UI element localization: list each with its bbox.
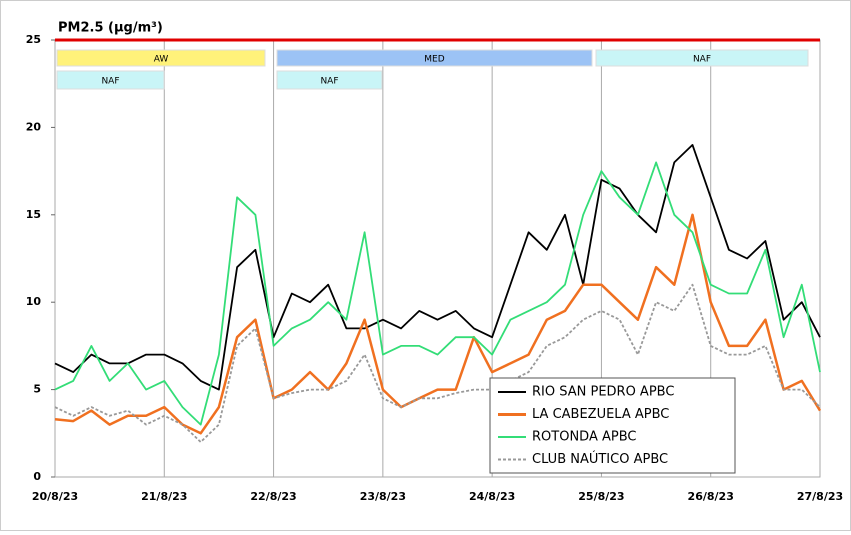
annotation-label: AW	[154, 55, 169, 65]
y-tick-label: 15	[26, 208, 41, 221]
y-tick-label: 25	[26, 33, 41, 46]
series-line	[54, 283, 821, 443]
legend-label: LA CABEZUELA APBC	[532, 407, 669, 422]
y-tick-label: 5	[33, 383, 41, 396]
y-tick-label: 20	[26, 120, 42, 133]
chart-title: PM2.5 (µg/m³)	[58, 21, 163, 36]
annotation-label: MED	[424, 55, 444, 65]
x-tick-label: 26/8/23	[688, 490, 734, 503]
legend-box	[489, 377, 736, 474]
annotation-band	[56, 49, 266, 67]
annotation-band	[276, 49, 593, 67]
x-tick-label: 22/8/23	[250, 490, 296, 503]
annotation-label: NAF	[693, 55, 711, 65]
y-tick-label: 0	[33, 470, 41, 483]
x-tick-label: 25/8/23	[578, 490, 624, 503]
annotation-label: NAF	[320, 77, 338, 87]
legend-label: CLUB NAÚTICO APBC	[532, 451, 668, 467]
x-tick-label: 24/8/23	[469, 490, 515, 503]
y-tick-label: 10	[26, 295, 42, 308]
series-line	[54, 161, 821, 426]
series-line	[54, 144, 821, 391]
x-tick-label: 23/8/23	[360, 490, 406, 503]
legend-label: ROTONDA APBC	[532, 430, 636, 445]
legend-label: RIO SAN PEDRO APBC	[532, 385, 674, 400]
annotation-label: NAF	[101, 77, 119, 87]
annotation-band	[276, 70, 383, 90]
x-tick-label: 21/8/23	[141, 490, 187, 503]
annotation-band	[56, 70, 165, 90]
annotation-band	[595, 49, 809, 67]
x-tick-label: 20/8/23	[32, 490, 78, 503]
x-tick-label: 27/8/23	[797, 490, 843, 503]
